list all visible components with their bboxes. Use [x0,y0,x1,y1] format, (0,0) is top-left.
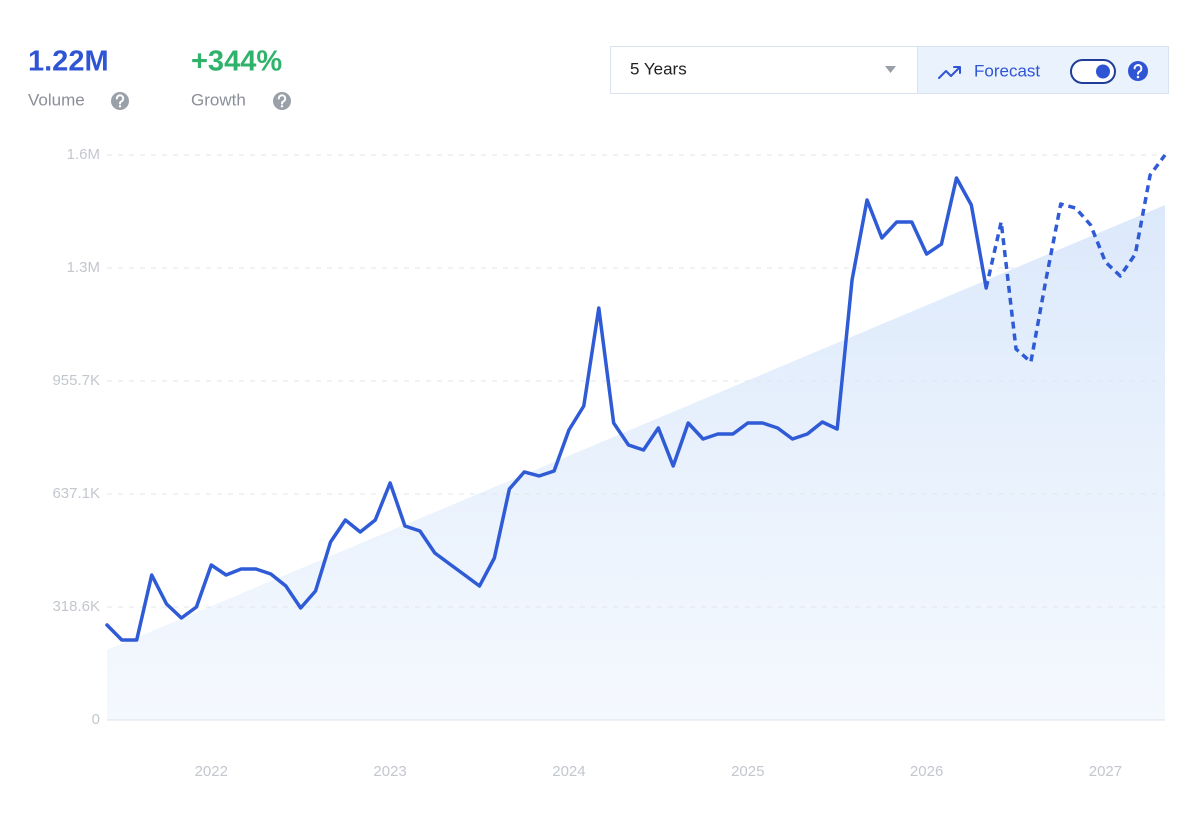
x-tick-label: 2025 [731,763,764,780]
x-tick-label: 2024 [552,763,585,780]
growth-value: +344% [191,46,282,78]
x-tick-label: 2022 [195,763,228,780]
y-tick-label: 0 [92,711,100,728]
growth-label: Growth [191,90,246,109]
help-icon[interactable] [273,92,291,110]
range-dropdown[interactable]: 5 Years [610,46,918,94]
y-tick-label: 318.6K [52,598,100,615]
chart: 0 318.6K 637.1K 955.7K 1.3M 1.6M 2022 2023 2024 2… [52,146,1167,780]
y-tick-label: 1.6M [67,146,100,163]
y-tick-label: 637.1K [52,485,100,502]
trend-area [107,204,1165,720]
volume-line [105,176,988,642]
volume-label: Volume [28,90,85,109]
range-label: 5 Years [630,59,687,78]
forecast-label: Forecast [974,61,1040,80]
x-tick-label: 2026 [910,763,943,780]
x-tick-label: 2027 [1089,763,1122,780]
y-tick-label: 955.7K [52,372,100,389]
forecast-line [984,153,1167,364]
volume-value: 1.22M [28,46,109,78]
forecast-toggle[interactable]: Forecast [917,46,1169,94]
help-icon[interactable] [111,92,129,110]
x-tick-label: 2023 [373,763,406,780]
y-tick-label: 1.3M [67,259,100,276]
